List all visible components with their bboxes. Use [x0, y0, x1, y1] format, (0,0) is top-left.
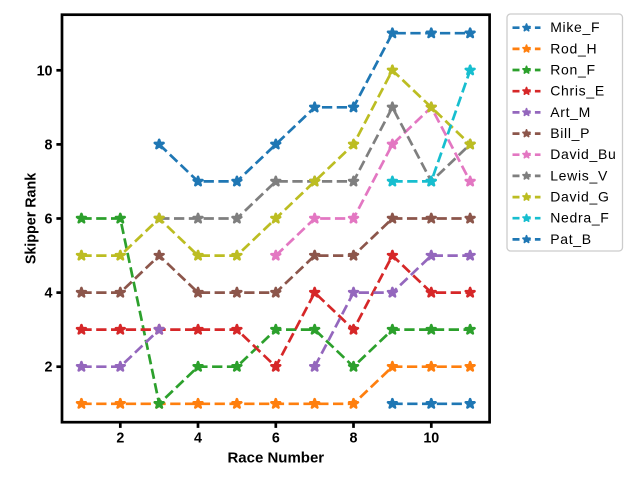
- svg-text:2: 2: [45, 360, 53, 376]
- svg-text:6: 6: [45, 212, 53, 228]
- svg-text:David_Bu: David_Bu: [550, 146, 616, 162]
- svg-text:Nedra_F: Nedra_F: [550, 210, 609, 226]
- svg-text:David_G: David_G: [550, 189, 609, 205]
- svg-text:8: 8: [45, 137, 53, 153]
- svg-text:Lewis_V: Lewis_V: [550, 167, 608, 183]
- svg-text:Race Number: Race Number: [227, 450, 324, 467]
- svg-text:8: 8: [350, 431, 358, 447]
- svg-text:2: 2: [116, 431, 124, 447]
- svg-text:4: 4: [45, 286, 53, 302]
- svg-text:10: 10: [37, 63, 53, 79]
- svg-text:Chris_E: Chris_E: [550, 83, 605, 99]
- svg-text:Skipper Rank: Skipper Rank: [23, 173, 39, 264]
- svg-text:10: 10: [423, 431, 439, 447]
- svg-text:Pat_B: Pat_B: [550, 231, 592, 247]
- svg-text:Art_M: Art_M: [550, 104, 591, 120]
- svg-text:Mike_F: Mike_F: [550, 19, 600, 35]
- svg-text:Rod_H: Rod_H: [550, 40, 597, 56]
- svg-text:4: 4: [194, 431, 202, 447]
- svg-text:Ron_F: Ron_F: [550, 61, 596, 77]
- svg-text:Bill_P: Bill_P: [550, 125, 590, 141]
- svg-text:6: 6: [272, 431, 280, 447]
